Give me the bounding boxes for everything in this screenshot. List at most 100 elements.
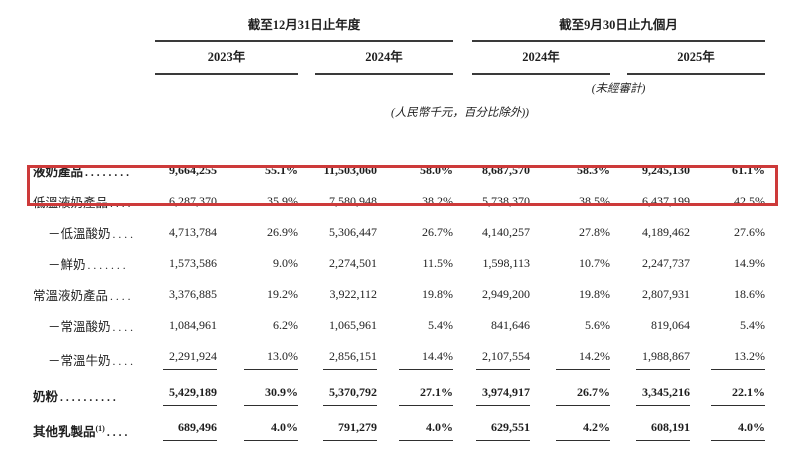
- unit-note-row: (人民幣千元，百分比除外)): [25, 96, 765, 124]
- percent-2023: 4.0%: [244, 420, 298, 441]
- percent-2023: 6.2%: [273, 318, 298, 332]
- value-2024: 3,922,112: [329, 287, 377, 301]
- leader-dots: .......: [87, 260, 129, 272]
- percent-2024: 26.7%: [422, 225, 454, 239]
- table-row: －鮮奶....... 1,573,586 9.0% 2,274,501 11.5…: [25, 248, 765, 279]
- percent-2024-9m: 26.7%: [556, 385, 611, 406]
- value-2024: 791,279: [323, 420, 377, 441]
- leader-dots: ........: [85, 166, 133, 179]
- table-row: 低溫液奶產品.... 6,287,370 35.9% 7,580,948 38.…: [25, 186, 765, 217]
- bottom-double-rule-row: [25, 447, 765, 452]
- value-2024-9m: 5,738,370: [482, 194, 531, 208]
- percent-2024-9m: 10.7%: [579, 256, 611, 270]
- percent-2024: 19.8%: [422, 287, 454, 301]
- value-2024-9m: 2,107,554: [476, 349, 531, 370]
- percent-2023: 19.2%: [267, 287, 298, 301]
- value-2024-9m: 8,687,570: [482, 162, 531, 177]
- value-2023: 9,664,255: [169, 162, 217, 177]
- percent-2023: 26.9%: [267, 225, 298, 239]
- percent-2024-9m: 58.3%: [577, 162, 611, 177]
- row-label: －常溫酸奶: [48, 320, 111, 334]
- value-2024: 2,274,501: [329, 256, 377, 270]
- value-2025-9m: 6,437,199: [642, 194, 691, 208]
- row-label: 液奶產品: [33, 164, 84, 179]
- table-row: 常溫液奶產品.... 3,376,885 19.2% 3,922,112 19.…: [25, 279, 765, 310]
- value-2025-9m: 2,247,737: [642, 256, 691, 270]
- percent-2024-9m: 14.2%: [556, 349, 611, 370]
- percent-2024: 4.0%: [399, 420, 454, 441]
- value-2023: 689,496: [163, 420, 217, 441]
- revenue-breakdown-table: 截至12月31日止年度 截至9月30日止九個月 2023年 2024年 2024…: [25, 16, 766, 452]
- percent-2025-9m: 42.5%: [734, 194, 766, 208]
- value-2024-9m: 2,949,200: [482, 287, 531, 301]
- currency-unit-note: (人民幣千元，百分比除外)): [391, 107, 530, 119]
- percent-2024-9m: 4.2%: [556, 420, 611, 441]
- row-label: 奶粉: [33, 389, 59, 404]
- value-2024: 1,065,961: [329, 318, 377, 332]
- percent-2024-9m: 5.6%: [585, 318, 611, 332]
- percent-2023: 13.0%: [244, 349, 298, 370]
- value-2024: 11,503,060: [323, 162, 377, 177]
- year-header-2023: 2023年: [155, 42, 298, 75]
- value-2023: 3,376,885: [169, 287, 217, 301]
- percent-2025-9m: 22.1%: [711, 385, 766, 406]
- value-2023: 1,573,586: [169, 256, 217, 270]
- financial-table-sheet: 截至12月31日止年度 截至9月30日止九個月 2023年 2024年 2024…: [0, 16, 800, 452]
- leader-dots: ....: [106, 426, 131, 439]
- row-label: 低溫液奶產品: [33, 196, 109, 210]
- value-2024: 5,370,792: [323, 385, 377, 406]
- percent-2024-9m: 38.5%: [579, 194, 611, 208]
- table-row: －常溫牛奶.... 2,291,924 13.0% 2,856,151 14.4…: [25, 341, 766, 377]
- percent-2025-9m: 5.4%: [740, 318, 766, 332]
- table-row: 其他乳製品(1).... 689,496 4.0% 791,279 4.0% 6…: [25, 413, 766, 447]
- leader-dots: ....: [112, 322, 137, 334]
- percent-2024: 5.4%: [428, 318, 454, 332]
- value-2024-9m: 629,551: [476, 420, 531, 441]
- row-label: 其他乳製品: [33, 424, 96, 439]
- value-2025-9m: 9,245,130: [642, 162, 691, 177]
- year-header-2024: 2024年: [315, 42, 454, 75]
- value-2025-9m: 608,191: [636, 420, 691, 441]
- percent-2024-9m: 27.8%: [579, 225, 611, 239]
- footnote-ref: (1): [95, 423, 105, 433]
- percent-2025-9m: 13.2%: [711, 349, 766, 370]
- period-group-nine-months: 截至9月30日止九個月: [472, 16, 766, 42]
- percent-2024-9m: 19.8%: [579, 287, 611, 301]
- value-2025-9m: 1,988,867: [636, 349, 691, 370]
- percent-2024: 38.2%: [422, 194, 454, 208]
- table-row: －常溫酸奶.... 1,084,961 6.2% 1,065,961 5.4% …: [25, 310, 765, 341]
- value-2024: 5,306,447: [329, 225, 377, 239]
- table-row: 液奶產品........ 9,664,255 55.1% 11,503,060 …: [25, 154, 765, 186]
- table-body: 液奶產品........ 9,664,255 55.1% 11,503,060 …: [25, 154, 766, 447]
- percent-2023: 35.9%: [267, 194, 298, 208]
- percent-2023: 9.0%: [273, 256, 298, 270]
- percent-2024: 58.0%: [420, 162, 454, 177]
- period-group-annual: 截至12月31日止年度: [155, 16, 454, 42]
- percent-2023: 30.9%: [244, 385, 298, 406]
- year-header-2024-9m: 2024年: [472, 42, 611, 75]
- year-header-2025-9m: 2025年: [627, 42, 766, 75]
- leader-dots: ....: [110, 291, 134, 303]
- percent-2025-9m: 18.6%: [734, 287, 766, 301]
- percent-2025-9m: 61.1%: [732, 162, 766, 177]
- value-2025-9m: 2,807,931: [642, 287, 691, 301]
- value-2024-9m: 4,140,257: [482, 225, 531, 239]
- value-2023: 4,713,784: [169, 225, 217, 239]
- row-label: 常溫液奶產品: [33, 289, 109, 303]
- period-group-row: 截至12月31日止年度 截至9月30日止九個月: [25, 16, 766, 42]
- leader-dots: ....: [112, 355, 137, 368]
- leader-dots: ..........: [60, 391, 119, 404]
- unaudited-row: (未經審計): [25, 75, 765, 96]
- value-2023: 2,291,924: [163, 349, 217, 370]
- value-2025-9m: 4,189,462: [642, 225, 691, 239]
- leader-dots: ....: [112, 229, 137, 241]
- leader-dots: ....: [110, 198, 134, 210]
- year-header-row: 2023年 2024年 2024年 2025年: [25, 42, 766, 75]
- row-label: －鮮奶: [48, 258, 86, 272]
- value-2024-9m: 1,598,113: [482, 256, 531, 270]
- table-row: 奶粉.......... 5,429,189 30.9% 5,370,792 2…: [25, 377, 766, 413]
- value-2023: 1,084,961: [169, 318, 217, 332]
- row-label: －常溫牛奶: [48, 353, 111, 368]
- value-2023: 5,429,189: [163, 385, 217, 406]
- value-2024: 2,856,151: [323, 349, 377, 370]
